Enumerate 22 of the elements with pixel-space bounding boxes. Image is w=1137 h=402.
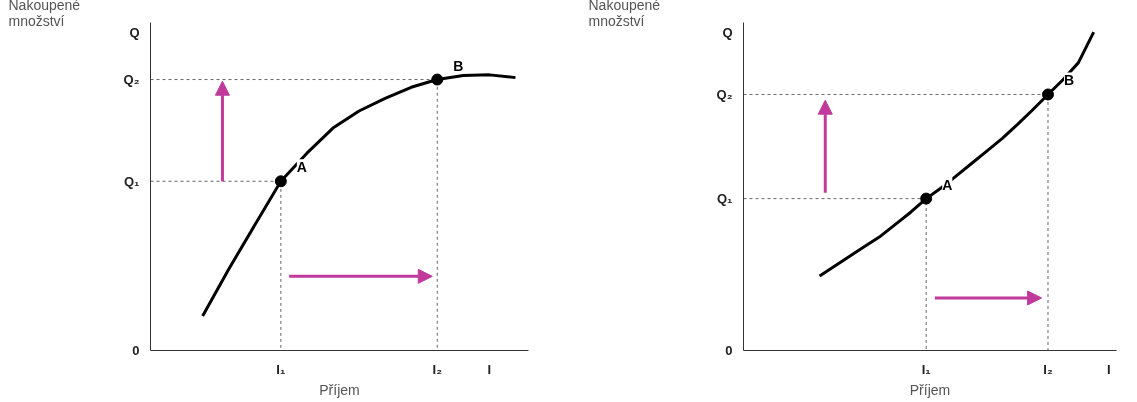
- text: Q₂: [716, 86, 733, 102]
- annotation: B: [1063, 72, 1075, 89]
- text: 0: [132, 343, 140, 358]
- x-tick-label: I₂: [432, 361, 443, 377]
- x-tick-label: I₁: [276, 361, 286, 377]
- y-axis-title: Nakoupené množství: [8, 0, 81, 29]
- x-tick-label: I: [487, 361, 492, 377]
- text: 0: [725, 343, 733, 358]
- y-axis-title: Nakoupené množství: [588, 0, 661, 29]
- annotation: A: [942, 176, 953, 193]
- x-axis-title: Příjem: [319, 381, 360, 398]
- x-tick-label: I: [1107, 361, 1111, 377]
- x-axis-title: Příjem: [909, 381, 951, 398]
- x-tick-label: I₂: [1043, 361, 1053, 377]
- annotation: A: [296, 159, 307, 176]
- text: Q: [722, 24, 733, 40]
- text: Q₁: [717, 191, 733, 207]
- text: Q: [129, 24, 140, 40]
- text: Q₁: [124, 173, 140, 189]
- x-tick-label: I₁: [921, 361, 931, 377]
- text: Q₂: [123, 72, 140, 88]
- annotation: B: [453, 57, 464, 74]
